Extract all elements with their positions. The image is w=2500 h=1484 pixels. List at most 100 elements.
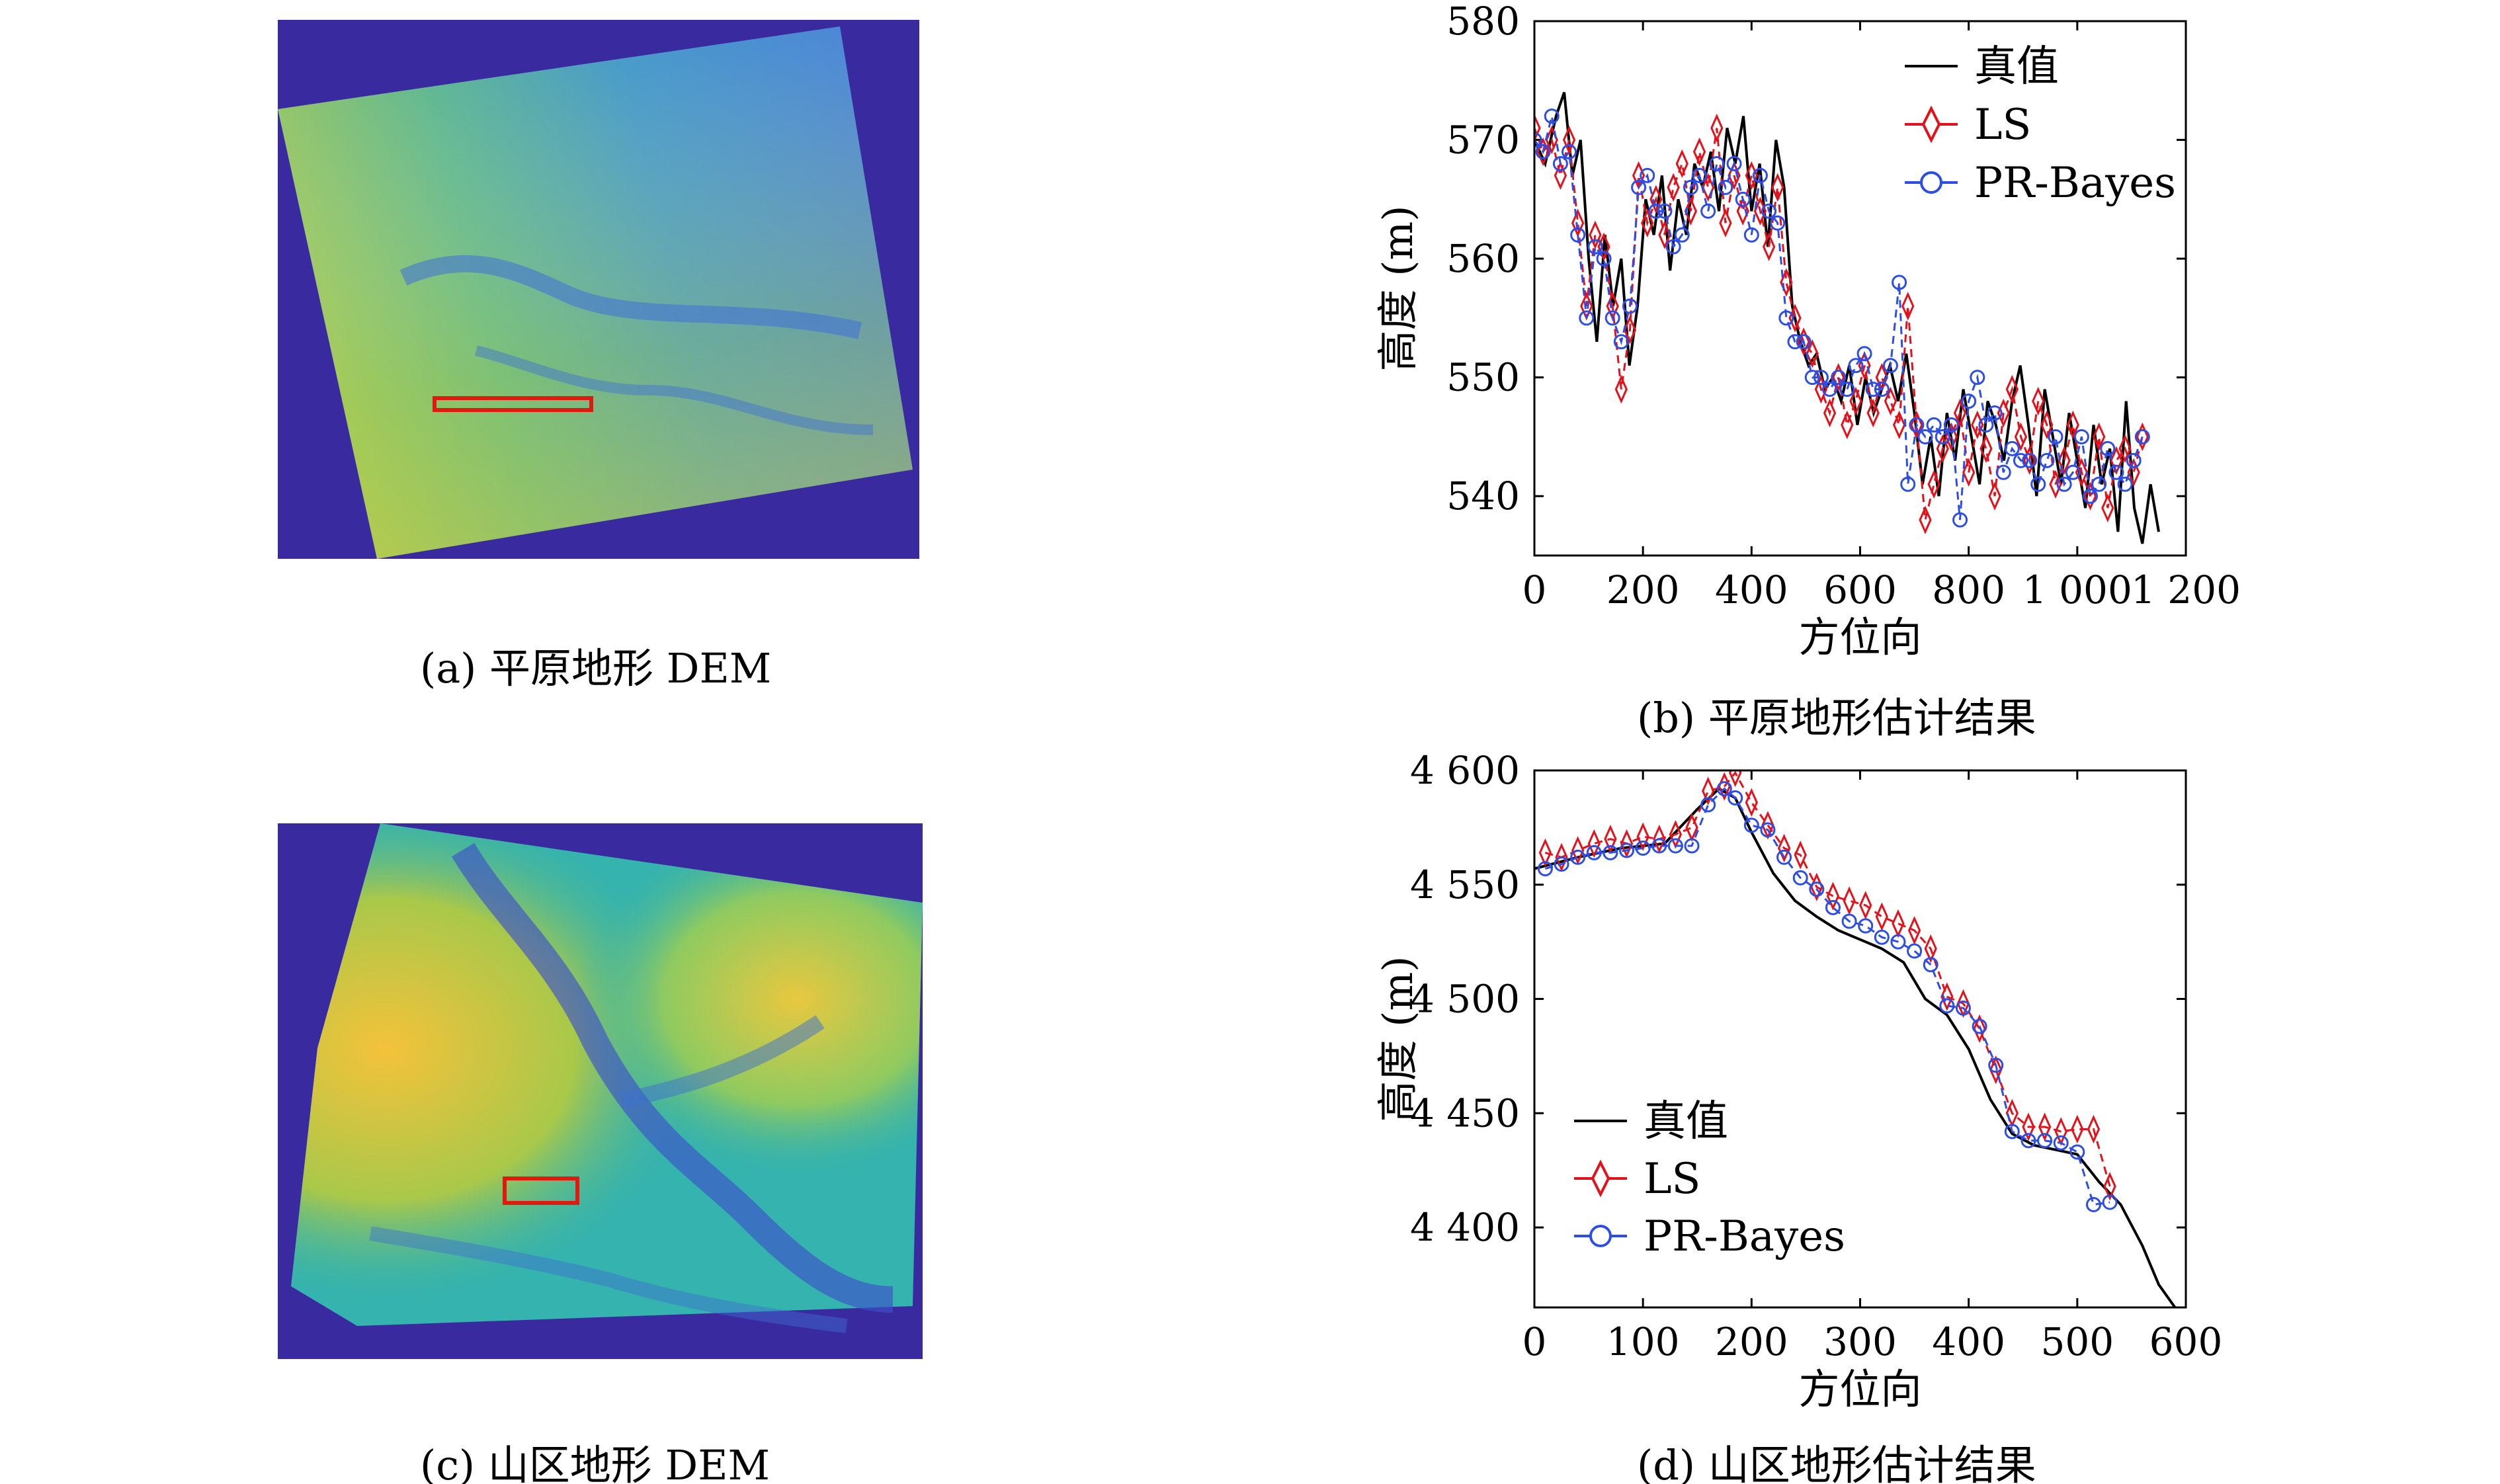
ls-point xyxy=(1901,292,1915,321)
caption-d: (d) 山区地形估计结果 xyxy=(1637,1441,2036,1484)
ls-point xyxy=(1859,891,1872,920)
ls-point xyxy=(1866,398,1880,428)
bayes-point xyxy=(1796,334,1812,350)
plot-area xyxy=(1534,92,2160,544)
bayes-point xyxy=(1613,334,1629,350)
bayes-point xyxy=(2083,488,2099,504)
ls-point xyxy=(1536,137,1550,167)
bayes-point xyxy=(1892,274,1907,290)
ls-point xyxy=(1936,434,1949,464)
bayes-point xyxy=(1554,856,1569,872)
ls-point xyxy=(1667,173,1680,202)
legend-label-2: PR-Bayes xyxy=(1644,1212,1845,1261)
bayes-point xyxy=(1692,167,1708,183)
ls-point xyxy=(1736,196,1749,226)
ls-point xyxy=(1658,220,1671,249)
bayes-point xyxy=(2039,452,2055,468)
ls-point xyxy=(1892,909,1905,938)
x-tick-label: 600 xyxy=(2149,1319,2223,1364)
bayes-point xyxy=(2091,476,2107,492)
bayes-point xyxy=(1839,382,1855,397)
bayes-point xyxy=(2108,464,2124,480)
y-tick-label: 4 550 xyxy=(1410,862,1520,907)
legend-label-1: LS xyxy=(1974,101,2031,149)
dem-plain-terrain-shade xyxy=(278,26,913,559)
x-tick-label: 600 xyxy=(1823,567,1897,612)
ls-point xyxy=(1538,838,1552,868)
legend-label-0: 真值 xyxy=(1974,42,2059,91)
ls-point xyxy=(1702,776,1715,805)
ls-point xyxy=(1684,196,1698,226)
x-tick-label: 0 xyxy=(1522,1319,1547,1364)
y-tick-label: 560 xyxy=(1446,236,1520,281)
ls-point xyxy=(1589,220,1602,249)
ls-point xyxy=(1675,149,1688,179)
ls-point xyxy=(1641,208,1654,237)
ls-point xyxy=(1826,882,1840,911)
ls-point xyxy=(2005,1098,2019,1128)
bayes-point xyxy=(2126,452,2142,468)
bayes-point xyxy=(2102,1194,2118,1210)
y-axis-label: 高度 (m) xyxy=(1374,956,1422,1122)
bayes-point xyxy=(1700,797,1716,813)
x-tick-label: 1 200 xyxy=(2131,567,2241,612)
ls-point xyxy=(1777,833,1791,863)
bayes-point xyxy=(2004,1124,2020,1139)
ls-point xyxy=(2032,386,2045,416)
series-line-1 xyxy=(1534,128,2144,520)
bayes-point xyxy=(1570,227,1586,243)
bayes-point xyxy=(2117,476,2133,492)
bayes-point xyxy=(2069,1144,2085,1160)
ls-point xyxy=(1988,481,2001,511)
x-tick-label: 1 000 xyxy=(2022,567,2132,612)
chart-mountain-estimation: 0 100 200 300 400 500 600 4 400 4 450 4 500 4 550 4… xyxy=(1374,751,2223,1412)
ls-point xyxy=(1924,934,1937,964)
bayes-point xyxy=(1955,1000,1971,1016)
legend-label-2: PR-Bayes xyxy=(1974,159,2176,208)
ls-point xyxy=(1940,982,1954,1011)
x-axis-label: 方位向 xyxy=(1798,613,1921,661)
bayes-point xyxy=(1562,144,1577,160)
ls-point xyxy=(1849,386,1862,416)
bayes-point xyxy=(1587,239,1603,255)
axes-frame xyxy=(1533,769,2187,1309)
x-tick-label: 200 xyxy=(1715,1319,1788,1364)
legend-label-1: LS xyxy=(1644,1155,1700,1204)
bayes-point xyxy=(1700,203,1716,219)
ls-point xyxy=(1875,902,1888,931)
ls-point xyxy=(1710,113,1724,143)
bayes-point xyxy=(1917,429,1933,444)
ls-point xyxy=(2040,410,2054,440)
ls-point xyxy=(1832,362,1845,392)
dem-mountain-image xyxy=(278,823,923,1359)
y-tick-label: 4 600 xyxy=(1410,751,1520,793)
bayes-point xyxy=(2053,1135,2069,1151)
legend-label-0: 真值 xyxy=(1644,1097,1728,1146)
bayes-point xyxy=(2065,464,2081,480)
bayes-point xyxy=(1778,310,1794,326)
bayes-point xyxy=(1926,417,1942,433)
bayes-point xyxy=(1665,239,1681,255)
dem-plain-image xyxy=(278,20,919,559)
ls-point xyxy=(1636,822,1649,851)
bayes-point xyxy=(1787,334,1803,350)
dem-plain-river xyxy=(399,255,862,339)
bayes-point xyxy=(1961,393,1977,409)
ls-point xyxy=(1979,434,1993,464)
bayes-point xyxy=(1804,370,1820,386)
ls-point xyxy=(2038,1112,2052,1141)
ls-point xyxy=(1745,788,1758,817)
dem-mountain-valley-2 xyxy=(620,1015,825,1109)
bayes-point xyxy=(2022,452,2038,468)
bayes-point xyxy=(1657,203,1673,219)
bayes-point xyxy=(1603,845,1618,860)
bayes-point xyxy=(2004,440,2020,456)
ls-point xyxy=(1771,173,1784,202)
bayes-point xyxy=(1935,429,1950,444)
bayes-point xyxy=(1651,838,1667,854)
bayes-point xyxy=(1761,203,1777,219)
bayes-point xyxy=(1735,191,1751,207)
bayes-point xyxy=(2056,476,2072,492)
bayes-point xyxy=(1848,358,1864,374)
